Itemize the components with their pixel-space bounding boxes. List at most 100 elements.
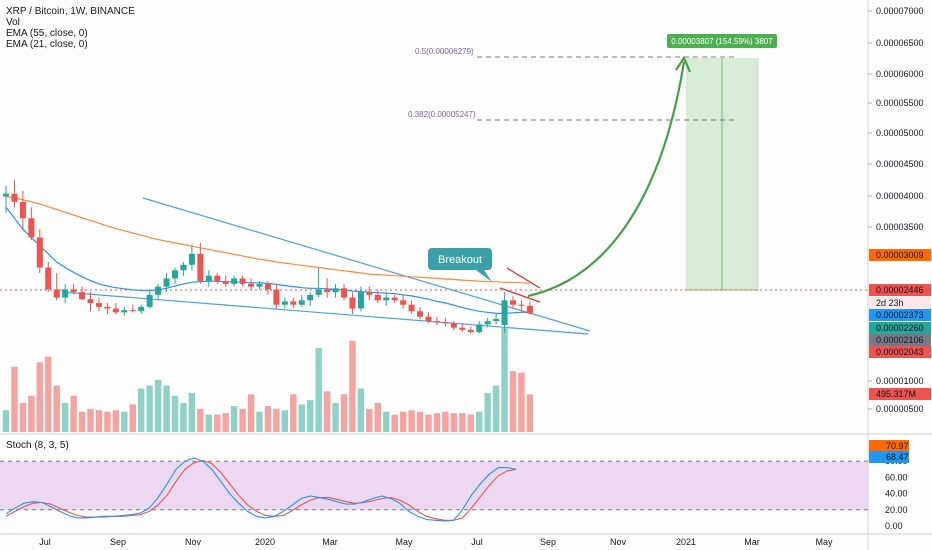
candle-body: [400, 300, 407, 305]
candle-body: [188, 253, 195, 265]
candle-body: [433, 321, 440, 323]
volume-bar: [416, 411, 424, 432]
volume-bar: [357, 388, 365, 432]
stoch-tick-label: 0.00: [885, 521, 903, 531]
price-tick-label: 0.00000500: [876, 404, 924, 414]
stoch-k-line: [5, 457, 517, 522]
volume-bar: [383, 411, 390, 432]
legend-ema55: EMA (55, close, 0): [6, 28, 88, 39]
price-badge: [869, 388, 931, 400]
candle-body: [383, 297, 390, 301]
price-badge: [869, 297, 931, 309]
price-tick-label: 0.00007000: [876, 6, 924, 16]
candle-body: [366, 292, 373, 295]
candle-body: [129, 310, 136, 312]
candle-body: [442, 322, 449, 324]
candle-body: [239, 278, 246, 284]
candle-body: [298, 300, 305, 305]
price-badge-label: 0.00002373: [876, 310, 924, 320]
time-tick-label: Mar: [322, 537, 338, 547]
volume-bar: [87, 408, 94, 432]
volume-bar: [315, 347, 322, 432]
flag-lower-line: [499, 287, 541, 303]
candle-body: [62, 289, 69, 298]
candle-body: [459, 327, 466, 330]
price-badge: [869, 249, 931, 261]
candle-body: [112, 308, 119, 313]
candle-body: [11, 193, 18, 202]
stoch-legend: Stoch (8, 3, 5): [6, 440, 69, 451]
volume-bar: [78, 411, 86, 432]
price-tick-label: 0.00006000: [876, 69, 924, 79]
target-label: 0.00003807 (154.59%) 3807: [671, 37, 773, 46]
volume-bar: [340, 394, 348, 432]
volume-bar: [205, 414, 212, 432]
volume-bar: [256, 411, 263, 432]
volume-bar: [408, 410, 415, 432]
volume-bar: [518, 372, 525, 432]
price-tick-label: 0.00003500: [876, 222, 924, 232]
time-tick-label: 2021: [676, 537, 696, 547]
volume-bar: [104, 411, 111, 432]
candle-body: [231, 278, 238, 284]
volume-bar: [197, 408, 204, 432]
price-badge: [869, 334, 931, 346]
ema55-line: [5, 195, 530, 284]
candle-body: [510, 300, 516, 305]
volume-bar: [239, 408, 246, 432]
price-badge-label: 0.00002043: [876, 347, 924, 357]
candle-body: [172, 270, 178, 279]
candle-body: [87, 299, 94, 304]
time-tick-label: Jul: [39, 537, 51, 547]
volume-bar: [163, 385, 170, 432]
candle-body: [53, 289, 60, 298]
volume-bar: [112, 410, 120, 432]
volume-bar: [332, 403, 339, 432]
candle-body: [307, 294, 314, 301]
volume-bar: [399, 411, 407, 432]
price-tick-label: 0.00005000: [876, 128, 924, 138]
candle-body: [315, 289, 322, 295]
volume-bar: [391, 414, 398, 432]
price-badge: [869, 284, 931, 296]
candle-body: [256, 283, 263, 287]
target-label-bg: [667, 34, 777, 48]
price-badge-label: 495.317M: [876, 389, 916, 399]
candle-body: [180, 264, 187, 271]
stoch-badge: [869, 451, 909, 463]
volume-bar: [70, 395, 77, 432]
price-tick-label: 0.00006500: [876, 38, 924, 48]
volume-bar: [146, 385, 153, 432]
volume-bar: [476, 411, 483, 432]
volume-bar: [433, 413, 441, 432]
candle-body: [19, 201, 26, 219]
volume-bar: [53, 385, 60, 432]
time-tick-label: Jul: [471, 537, 483, 547]
candle-body: [264, 283, 271, 290]
volume-bar: [138, 388, 145, 432]
candle-body: [518, 304, 525, 306]
candle-body: [79, 292, 86, 300]
fib-0382-label: 0.382(0.00005247): [408, 110, 476, 119]
price-badge-label: 0.00002106: [876, 335, 924, 345]
price-badge: [869, 346, 931, 358]
volume-bar: [154, 379, 162, 432]
time-tick-label: Nov: [610, 537, 627, 547]
candle-body: [357, 292, 364, 309]
candle-body: [197, 253, 204, 282]
candle-body: [214, 275, 221, 282]
breakout-callout: [428, 248, 492, 282]
candle-body: [341, 288, 347, 298]
price-badge: [869, 322, 931, 334]
volume-bar: [374, 403, 381, 432]
price-tick-label: 0.00004500: [876, 159, 924, 169]
candle-body: [493, 318, 500, 322]
volume-bar: [273, 408, 280, 432]
price-tick-label: 0.00005500: [876, 98, 924, 108]
time-tick-label: Mar: [744, 537, 760, 547]
legend-ema21: EMA (21, close, 0): [6, 39, 88, 50]
volume-bar: [19, 403, 27, 432]
volume-bar: [450, 413, 458, 432]
volume-bar: [95, 410, 103, 432]
chart-legend: XRP / Bitcoin, 1W, BINANCE Vol EMA (55, …: [6, 6, 135, 50]
